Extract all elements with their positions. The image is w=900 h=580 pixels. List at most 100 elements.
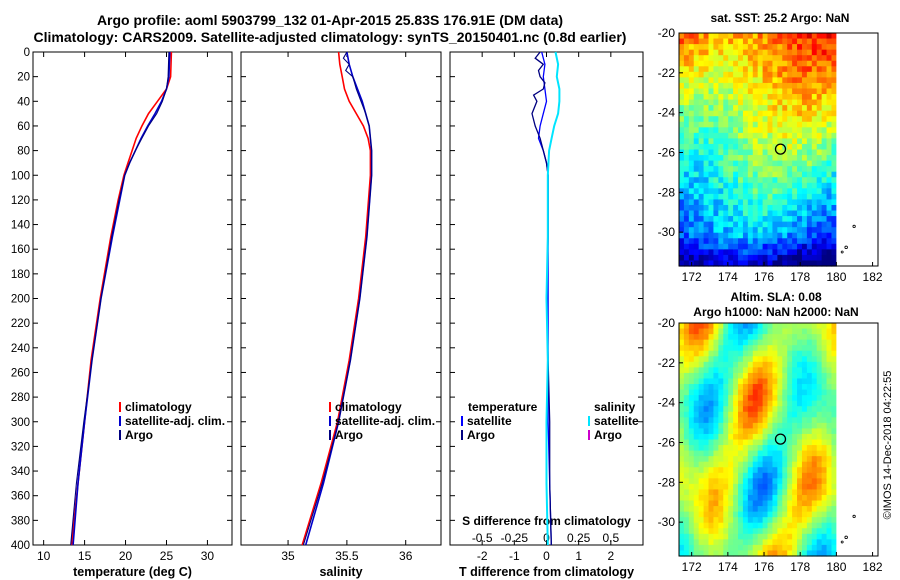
map-cell: [747, 361, 754, 368]
map-cell: [747, 38, 754, 45]
map-cell: [801, 33, 808, 40]
map-cell: [728, 411, 734, 418]
map-cell: [821, 389, 828, 396]
map-cell: [728, 550, 734, 557]
map-cell: [826, 105, 833, 112]
map-cell: [772, 82, 778, 90]
map-cell: [718, 411, 724, 418]
map-cell: [772, 350, 778, 357]
map-cell: [831, 160, 837, 167]
map-cell: [752, 204, 759, 212]
map-cell: [772, 188, 778, 195]
map-cell: [688, 478, 695, 485]
map-cell: [747, 94, 754, 101]
map-cell: [821, 439, 828, 446]
map-cell: [816, 400, 823, 407]
map-cell: [693, 33, 700, 40]
map-cell: [752, 199, 759, 206]
map-cell: [728, 49, 734, 56]
map-cell: [811, 143, 818, 151]
map-cell: [703, 66, 710, 73]
map-cell: [683, 77, 690, 84]
map-cell: [693, 328, 700, 335]
map-cell: [777, 44, 783, 51]
map-cell: [821, 395, 828, 402]
map-cell: [723, 323, 729, 330]
map-cell: [713, 489, 719, 496]
map-cell: [831, 71, 837, 78]
map-cell: [772, 528, 778, 535]
map-cell: [806, 149, 813, 156]
map-cell: [792, 478, 798, 485]
map-cell: [831, 389, 837, 396]
map-cell: [797, 345, 803, 352]
map-cell: [738, 334, 744, 341]
map-cell: [787, 160, 793, 167]
map-cell: [821, 378, 828, 385]
map-cell: [826, 116, 833, 123]
map-cell: [693, 210, 700, 217]
map-cell: [782, 389, 788, 396]
map-cell: [723, 116, 729, 123]
map-cell: [816, 378, 823, 385]
map-cell: [797, 367, 803, 374]
map-cell: [728, 82, 734, 90]
map-cell: [811, 116, 818, 123]
map-cell: [826, 55, 833, 62]
map-cell: [703, 522, 710, 529]
map-cell: [757, 132, 764, 140]
map-cell: [762, 334, 769, 341]
map-cell: [718, 428, 724, 435]
map-cell: [772, 378, 778, 385]
map-cell: [693, 334, 700, 341]
map-cell: [693, 433, 700, 441]
map-cell: [821, 232, 828, 239]
map-cell: [698, 323, 705, 330]
map-cell: [738, 367, 744, 374]
map-cell: [713, 533, 719, 540]
map-cell: [693, 350, 700, 357]
map-cell: [698, 539, 705, 546]
map-cell: [708, 356, 715, 363]
map-cell: [806, 339, 813, 346]
map-cell: [688, 155, 695, 162]
map-cell: [747, 199, 754, 206]
map-cell: [792, 528, 798, 535]
map-cell: [679, 127, 685, 134]
map-cell: [688, 422, 695, 430]
map-cell: [757, 389, 764, 396]
map-cell: [747, 227, 754, 234]
map-cell: [787, 439, 793, 446]
map-cell: [713, 544, 719, 552]
map-cell: [713, 517, 719, 524]
map-cell: [831, 188, 837, 195]
map-cell: [806, 433, 813, 441]
map-cell: [718, 550, 724, 557]
map-cell: [723, 533, 729, 540]
map-cell: [738, 411, 744, 418]
map-cell: [733, 94, 739, 101]
map-cell: [703, 511, 710, 518]
map-cell: [698, 339, 705, 346]
map-cell: [826, 171, 833, 178]
map-cell: [801, 232, 808, 239]
map-cell: [826, 339, 833, 346]
map-cell: [738, 132, 744, 140]
map-cell: [826, 428, 833, 435]
temperature-panel: 10 15 20 25 30020406080100120140160180200220…: [11, 47, 233, 579]
legend-entry: climatology: [125, 400, 192, 414]
map-cell: [723, 506, 729, 513]
map-cell: [728, 345, 734, 352]
map-cell: [757, 417, 764, 424]
map-cell: [806, 110, 813, 117]
map-cell: [767, 88, 774, 95]
map-cell: [811, 71, 818, 78]
map-cell: [762, 461, 769, 468]
map-cell: [679, 422, 685, 430]
map-cell: [738, 193, 744, 201]
map-cell: [801, 227, 808, 234]
map-cell: [747, 517, 754, 524]
map-cell: [821, 94, 828, 101]
map-cell: [816, 428, 823, 435]
map-cell: [723, 361, 729, 368]
